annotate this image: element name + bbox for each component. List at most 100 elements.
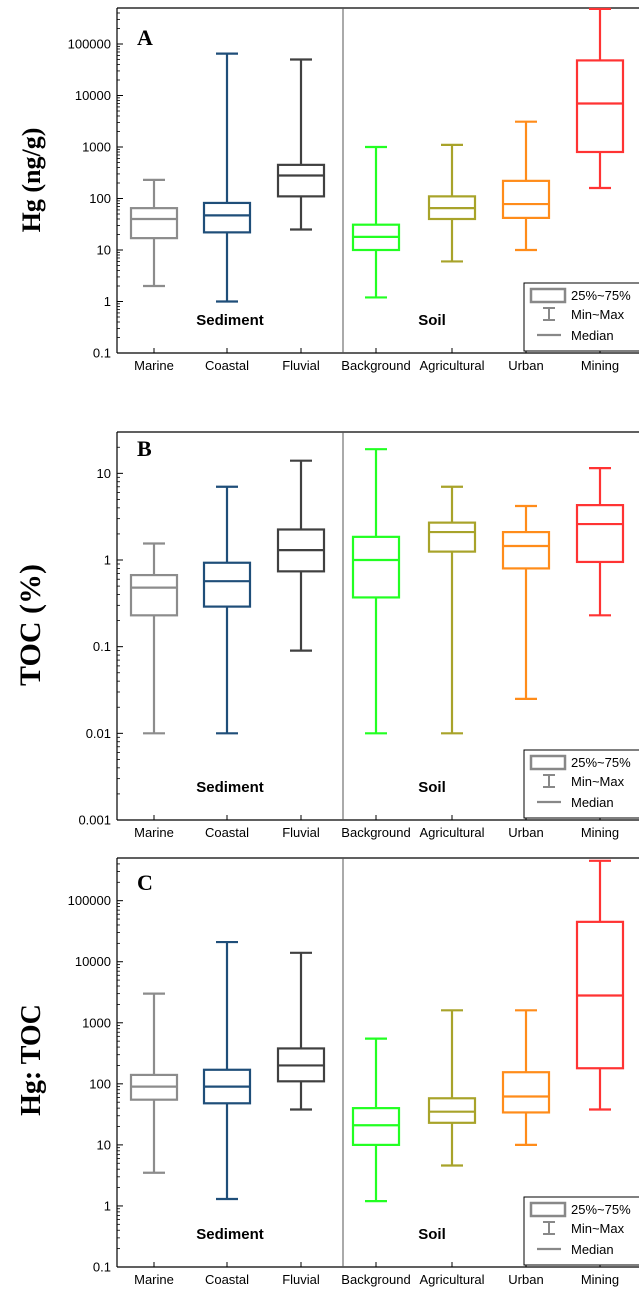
- iqr-box: [276, 163, 326, 198]
- box-coastal: [202, 485, 252, 735]
- box-marine: [129, 542, 179, 735]
- x-tick-label-marine: Marine: [134, 358, 174, 373]
- chart-panel-c: 0.1 1 10 100 1000 10000 100000 Marine Coastal Flu…: [16, 857, 639, 1287]
- x-tick-label-mining: Mining: [581, 1272, 619, 1287]
- legend: 25%~75% Min~Max Median: [523, 282, 639, 352]
- iqr-box: [427, 521, 477, 553]
- box-agricultural: [427, 485, 477, 735]
- x-tick-label-urban: Urban: [508, 358, 543, 373]
- y-tick-label: 0.01: [86, 726, 111, 741]
- legend-box-swatch: [529, 1201, 567, 1218]
- legend-box-swatch: [529, 754, 567, 771]
- legend: 25%~75% Min~Max Median: [523, 749, 639, 819]
- box-background: [351, 448, 401, 735]
- y-tick-label: 1: [104, 553, 111, 568]
- y-tick-label: 1000: [82, 1015, 111, 1030]
- box-mining: [575, 859, 625, 1111]
- box-fluvial: [276, 951, 326, 1111]
- chart-panel-b: 0.001 0.01 0.1 1 10 Marine Coastal Fluvial Backg…: [14, 431, 639, 840]
- panel-letter: C: [137, 870, 153, 895]
- legend-box-label: 25%~75%: [571, 288, 631, 303]
- group-label-sediment: Sediment: [196, 312, 264, 329]
- box-agricultural: [427, 1009, 477, 1167]
- group-label-soil: Soil: [418, 779, 446, 796]
- x-tick-label-background: Background: [341, 825, 410, 840]
- group-label-sediment: Sediment: [196, 779, 264, 796]
- panel-letter: A: [137, 25, 153, 50]
- box-fluvial: [276, 58, 326, 231]
- x-tick-label-urban: Urban: [508, 1272, 543, 1287]
- y-tick-label: 1: [104, 1198, 111, 1213]
- y-tick-label: 100: [89, 1076, 111, 1091]
- x-tick-label-background: Background: [341, 1272, 410, 1287]
- y-tick-label: 100000: [68, 893, 111, 908]
- iqr-box: [129, 573, 179, 617]
- box-agricultural: [427, 143, 477, 263]
- legend-box-swatch: [529, 287, 567, 304]
- x-tick-label-marine: Marine: [134, 825, 174, 840]
- legend: 25%~75% Min~Max Median: [523, 1196, 639, 1266]
- x-tick-label-agricultural: Agricultural: [419, 358, 484, 373]
- iqr-box: [351, 1107, 401, 1146]
- iqr-box: [202, 561, 252, 608]
- box-mining: [575, 466, 625, 617]
- iqr-box: [501, 530, 551, 570]
- iqr-box: [575, 59, 625, 154]
- x-tick-label-fluvial: Fluvial: [282, 1272, 320, 1287]
- y-tick-label: 1: [104, 294, 111, 309]
- iqr-box: [501, 1071, 551, 1114]
- y-tick-label: 10000: [75, 88, 111, 103]
- iqr-box: [351, 535, 401, 599]
- iqr-box: [129, 207, 179, 240]
- box-urban: [501, 504, 551, 700]
- box-background: [351, 1037, 401, 1203]
- iqr-box: [202, 201, 252, 234]
- legend-frame: [523, 282, 639, 352]
- legend-whisker-label: Min~Max: [571, 774, 625, 789]
- legend-median-label: Median: [571, 795, 614, 810]
- x-tick-label-coastal: Coastal: [205, 825, 249, 840]
- x-tick-label-background: Background: [341, 358, 410, 373]
- box-marine: [129, 178, 179, 288]
- group-label-soil: Soil: [418, 312, 446, 329]
- legend-median-label: Median: [571, 328, 614, 343]
- y-tick-label: 100: [89, 191, 111, 206]
- y-tick-label: 0.1: [93, 1260, 111, 1275]
- legend-whisker-label: Min~Max: [571, 1221, 625, 1236]
- y-tick-label: 0.001: [78, 813, 111, 828]
- x-tick-label-agricultural: Agricultural: [419, 1272, 484, 1287]
- y-tick-label: 10: [97, 466, 111, 481]
- y-tick-label: 1000: [82, 139, 111, 154]
- group-label-sediment: Sediment: [196, 1226, 264, 1243]
- y-tick-label: 0.1: [93, 639, 111, 654]
- y-axis-label: Hg: TOC: [16, 1004, 47, 1116]
- box-fluvial: [276, 459, 326, 652]
- legend-frame: [523, 1196, 639, 1266]
- y-tick-label: 10: [97, 1137, 111, 1152]
- panel-letter: B: [137, 436, 152, 461]
- chart-panel-a: 0.1 1 10 100 1000 10000 100000 Marine Coastal Flu…: [17, 7, 639, 373]
- legend-box-label: 25%~75%: [571, 755, 631, 770]
- box-coastal: [202, 940, 252, 1201]
- box-background: [351, 145, 401, 299]
- legend-box-label: 25%~75%: [571, 1202, 631, 1217]
- x-tick-label-mining: Mining: [581, 825, 619, 840]
- legend-whisker-label: Min~Max: [571, 307, 625, 322]
- x-tick-label-mining: Mining: [581, 358, 619, 373]
- x-tick-label-coastal: Coastal: [205, 358, 249, 373]
- x-tick-label-fluvial: Fluvial: [282, 358, 320, 373]
- y-tick-label: 10: [97, 242, 111, 257]
- legend-median-label: Median: [571, 1242, 614, 1257]
- y-tick-label: 100000: [68, 36, 111, 51]
- y-axis-label: TOC (%): [14, 564, 47, 686]
- iqr-box: [501, 179, 551, 220]
- box-coastal: [202, 52, 252, 303]
- iqr-box: [427, 1097, 477, 1124]
- y-tick-label: 0.1: [93, 346, 111, 361]
- iqr-box: [575, 504, 625, 564]
- box-marine: [129, 992, 179, 1174]
- legend-frame: [523, 749, 639, 819]
- y-tick-label: 10000: [75, 954, 111, 969]
- x-tick-label-agricultural: Agricultural: [419, 825, 484, 840]
